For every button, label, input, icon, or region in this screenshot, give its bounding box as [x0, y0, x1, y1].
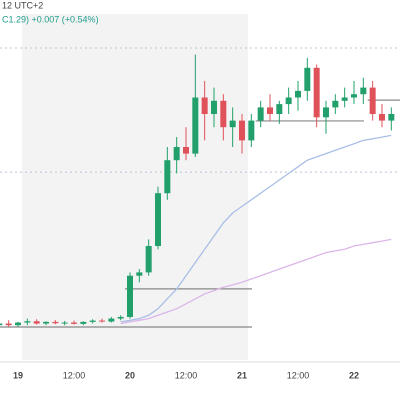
session-shade [22, 14, 248, 360]
candle-body [164, 160, 171, 194]
candle-body [182, 147, 189, 154]
x-tick-label: 21 [237, 370, 247, 380]
candle-body [126, 275, 133, 317]
chart-subtitle: C1.29) +0.007 (+0.54%) [2, 14, 99, 24]
candle-body [220, 100, 227, 128]
candle-body [266, 107, 273, 114]
candle-body [276, 104, 283, 114]
candle-body [248, 120, 255, 141]
candle-body [210, 100, 217, 114]
candle-body [154, 193, 161, 246]
candle-body [322, 107, 329, 118]
candle-body [192, 97, 199, 154]
candle-body [341, 97, 348, 101]
moving-average [120, 134, 392, 323]
candle-body [89, 320, 96, 322]
x-tick-label: 22 [349, 370, 359, 380]
candle-body [61, 322, 68, 324]
candle-body [24, 321, 31, 323]
candle-body [350, 94, 357, 98]
candle-body [238, 120, 245, 141]
chart-title: 12 UTC+2 [2, 0, 43, 10]
candle-body [173, 147, 180, 161]
candle-body [0, 323, 3, 326]
candle-body [332, 100, 339, 108]
candle-body [201, 97, 208, 114]
candle-body [145, 246, 152, 273]
candle-body [108, 318, 115, 322]
candle-body [313, 67, 320, 118]
candle-body [52, 321, 59, 324]
candle-body [15, 322, 21, 326]
candle-body [42, 321, 49, 324]
candle-body [257, 107, 264, 121]
x-tick-label: 12:00 [175, 370, 198, 380]
x-tick-label: 12:00 [63, 370, 86, 380]
candle-body [70, 322, 77, 324]
candle-body [304, 67, 311, 91]
candle-body [80, 321, 87, 324]
candle-body [136, 272, 143, 276]
candle-body [294, 90, 301, 98]
candle-body [388, 114, 395, 121]
candle-body [229, 120, 236, 128]
x-tick-label: 20 [125, 370, 135, 380]
candle-body [360, 87, 367, 95]
moving-average [120, 238, 392, 325]
candle-body [285, 97, 292, 105]
candle-body [369, 87, 376, 114]
x-tick-label: 12:00 [287, 370, 310, 380]
candle-body [117, 316, 124, 319]
candle-body [5, 323, 12, 326]
candle-body [378, 114, 385, 121]
x-tick-label: 19 [13, 370, 23, 380]
candle-body [33, 321, 40, 324]
candle-body [98, 320, 105, 322]
